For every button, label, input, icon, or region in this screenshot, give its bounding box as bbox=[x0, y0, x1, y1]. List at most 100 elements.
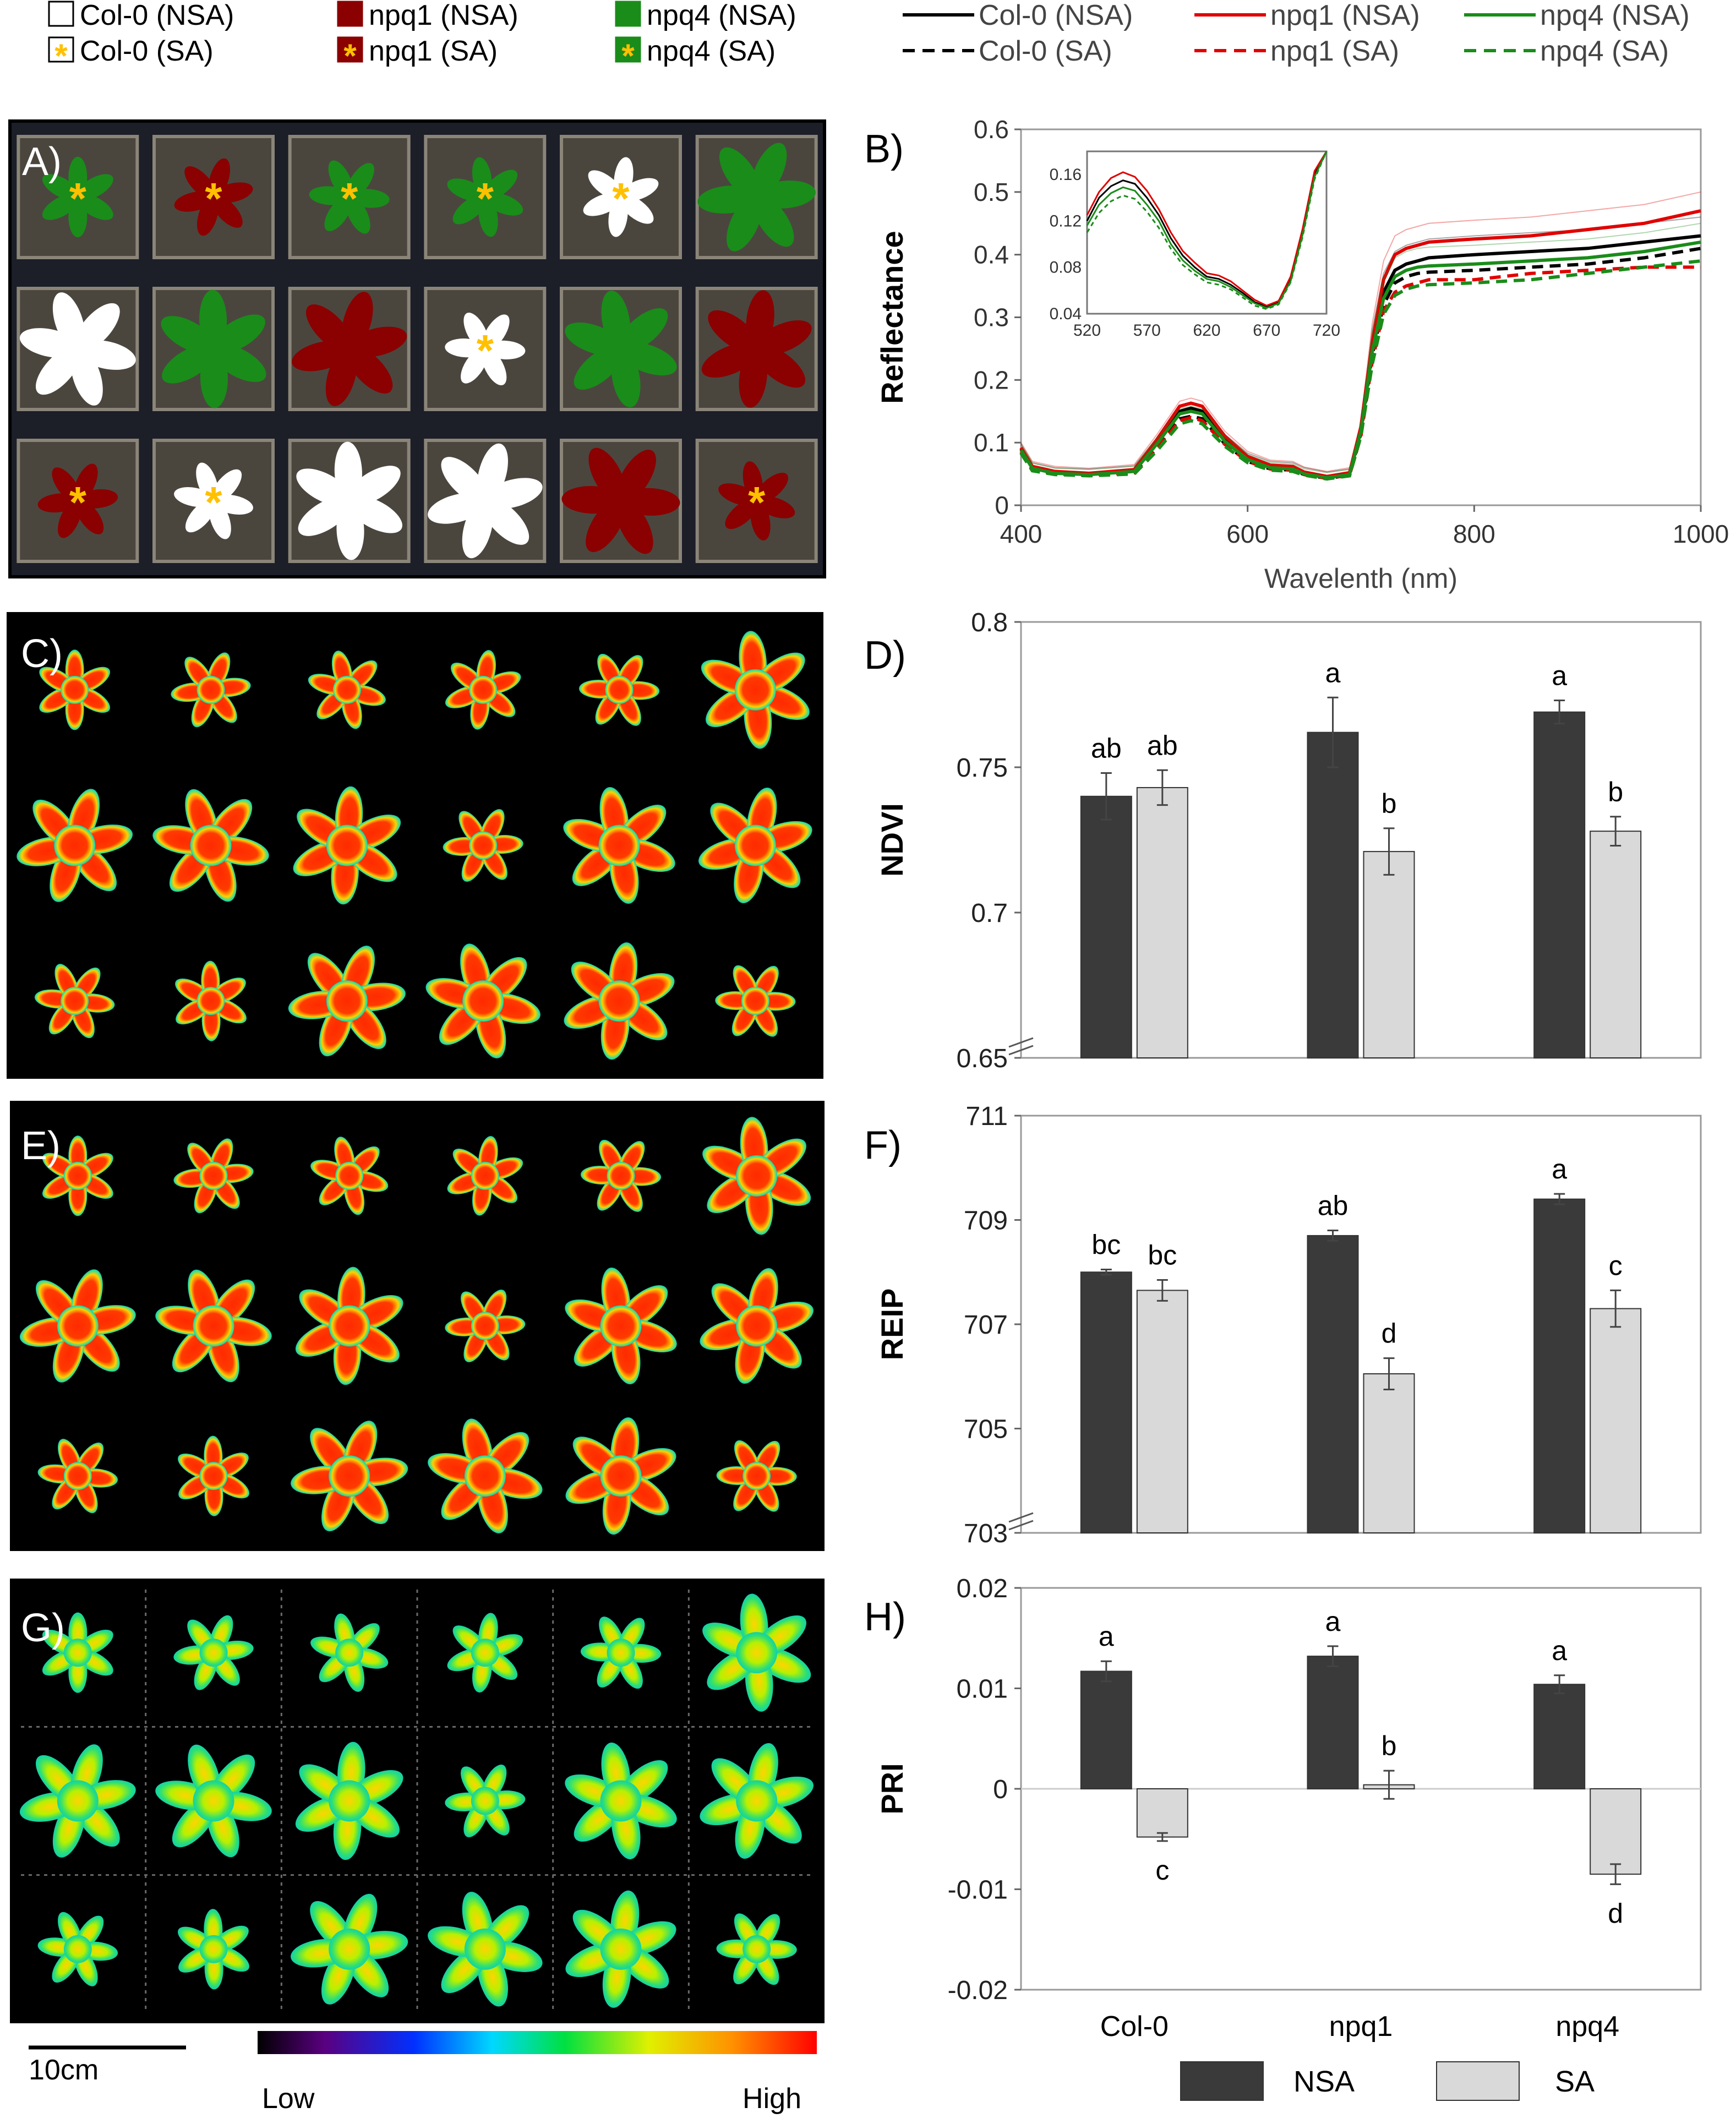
significance-letter: a bbox=[1552, 660, 1567, 691]
y-tick-label: 0.1 bbox=[974, 428, 1009, 457]
panel-label-g: G) bbox=[21, 1606, 65, 1650]
inset-y-tick-label: 0.08 bbox=[1050, 259, 1082, 277]
x-tick-label: 600 bbox=[1226, 520, 1269, 548]
panel-label-c: C) bbox=[21, 632, 63, 676]
bar bbox=[1590, 1308, 1642, 1533]
inset-x-tick-label: 620 bbox=[1193, 321, 1220, 340]
y-tick-label: 0.01 bbox=[957, 1675, 1008, 1704]
scale-bar-label: 10cm bbox=[29, 2054, 99, 2086]
legend-label: npq1 (SA) bbox=[369, 35, 498, 67]
error-envelope bbox=[1020, 222, 1701, 473]
y-tick-label: 0.75 bbox=[957, 753, 1008, 783]
bar bbox=[1307, 731, 1359, 1058]
significance-letter: bc bbox=[1091, 1230, 1121, 1260]
inset-y-tick-label: 0.16 bbox=[1050, 166, 1082, 184]
x-tick-label: Col-0 bbox=[1100, 2011, 1169, 2043]
asterisk-icon: * bbox=[205, 478, 222, 527]
legend-swatch bbox=[615, 36, 641, 63]
significance-letter: a bbox=[1552, 1635, 1567, 1666]
legend-label: Col-0 (SA) bbox=[80, 35, 214, 67]
asterisk-icon: * bbox=[69, 478, 87, 527]
y-tick-label: 0 bbox=[995, 491, 1009, 520]
legend-swatch bbox=[337, 36, 363, 63]
significance-letter: ab bbox=[1091, 733, 1122, 764]
y-axis-label: NDVI bbox=[875, 803, 909, 877]
bar bbox=[1363, 851, 1415, 1058]
bar bbox=[1590, 831, 1642, 1059]
inset-series-line bbox=[1086, 151, 1328, 310]
axis-break bbox=[1008, 1037, 1034, 1048]
panel-g-pri-image: G) bbox=[0, 1575, 835, 2032]
legend-label: npq1 (SA) bbox=[1270, 35, 1399, 67]
reflectance-chart: 0 0.1 0.2 0.3 0.4 0.5 0.6 400 600 800 1000 Wavelent… bbox=[864, 115, 1729, 594]
significance-letter: d bbox=[1608, 1898, 1623, 1929]
legend-label: npq1 (NSA) bbox=[1270, 0, 1420, 31]
plot-area bbox=[1020, 621, 1702, 1059]
legend-label: NSA bbox=[1293, 2065, 1355, 2098]
series-line bbox=[1019, 247, 1701, 481]
y-tick-label: 0.7 bbox=[971, 899, 1008, 928]
y-tick-label: -0.01 bbox=[948, 1876, 1008, 1905]
bar bbox=[1307, 1656, 1359, 1790]
bar bbox=[1080, 1271, 1132, 1533]
pot bbox=[17, 439, 139, 563]
axis-break bbox=[1008, 1512, 1034, 1523]
inset-y-tick-label: 0.12 bbox=[1050, 212, 1082, 230]
significance-letter: a bbox=[1552, 1154, 1567, 1184]
y-tick-label: 0.02 bbox=[957, 1574, 1008, 1603]
y-tick-label: 0.4 bbox=[974, 241, 1009, 269]
y-tick-label: 0.6 bbox=[974, 115, 1009, 144]
legend-swatch bbox=[337, 1, 363, 27]
significance-letter: bc bbox=[1148, 1240, 1177, 1270]
significance-letter: d bbox=[1382, 1318, 1397, 1349]
axis-break bbox=[1008, 1520, 1034, 1531]
significance-letter: c bbox=[1609, 1250, 1623, 1281]
x-axis-label: Wavelenth (nm) bbox=[1264, 563, 1457, 594]
inset-series-line bbox=[1086, 151, 1328, 307]
inset-series-line bbox=[1086, 151, 1328, 308]
asterisk-icon: * bbox=[477, 326, 494, 375]
y-tick-label: 0.2 bbox=[974, 365, 1009, 394]
asterisk-icon: * bbox=[477, 174, 494, 223]
inset-x-tick-label: 570 bbox=[1133, 321, 1161, 340]
legend-swatch bbox=[615, 1, 641, 27]
legend-label: SA bbox=[1555, 2065, 1595, 2098]
bar bbox=[1363, 1373, 1415, 1533]
y-tick-label: 711 bbox=[965, 1102, 1008, 1131]
legend-label: Col-0 (NSA) bbox=[979, 0, 1133, 31]
significance-letter: a bbox=[1099, 1621, 1114, 1652]
legend-swatch bbox=[1180, 2061, 1264, 2101]
significance-letter: b bbox=[1382, 788, 1397, 819]
error-envelope bbox=[1020, 191, 1701, 472]
bar bbox=[1136, 787, 1188, 1058]
asterisk-icon: * bbox=[748, 478, 766, 527]
legend-swatch bbox=[1436, 2061, 1520, 2101]
legend-swatch bbox=[48, 36, 74, 63]
legend-label: npq4 (NSA) bbox=[647, 0, 796, 31]
inset-x-tick-label: 520 bbox=[1073, 321, 1101, 340]
axis-break bbox=[1008, 1045, 1034, 1056]
x-tick-label: 800 bbox=[1453, 520, 1495, 548]
panel-label-d: D) bbox=[864, 634, 906, 678]
inset-x-tick-label: 670 bbox=[1253, 321, 1280, 340]
legend-label: npq1 (NSA) bbox=[369, 0, 518, 31]
x-tick-label: 400 bbox=[1000, 520, 1042, 548]
panel-label-f: F) bbox=[864, 1123, 902, 1167]
panel-label-e: E) bbox=[21, 1124, 61, 1168]
significance-letter: a bbox=[1325, 657, 1341, 688]
asterisk-icon: * bbox=[341, 174, 358, 223]
x-tick-label: npq4 bbox=[1555, 2011, 1619, 2043]
x-tick-label: 1000 bbox=[1673, 520, 1729, 548]
inset-x-tick-label: 720 bbox=[1313, 321, 1340, 340]
asterisk-icon: * bbox=[621, 37, 635, 74]
asterisk-icon: * bbox=[343, 37, 357, 74]
legend-label: Col-0 (SA) bbox=[979, 35, 1112, 67]
significance-letter: b bbox=[1382, 1730, 1397, 1761]
legend-label: npq4 (NSA) bbox=[1540, 0, 1690, 31]
bar bbox=[1080, 1670, 1132, 1790]
y-axis-label: Reflectance bbox=[875, 231, 909, 403]
bar bbox=[1136, 1788, 1188, 1838]
bar bbox=[1533, 1198, 1586, 1534]
